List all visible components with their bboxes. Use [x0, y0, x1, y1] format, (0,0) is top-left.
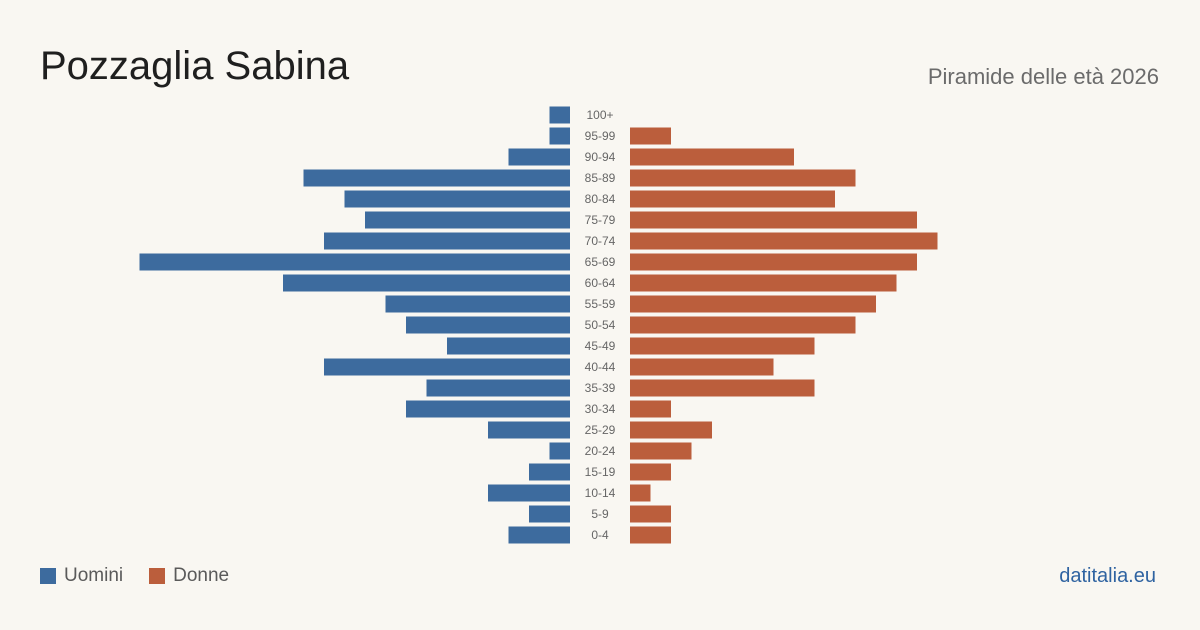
bar-men-10-14: [488, 484, 570, 502]
legend: Uomini Donne: [40, 565, 255, 587]
legend-item-women: Donne: [149, 565, 229, 587]
age-group-label: 15-19: [585, 465, 616, 479]
bar-men-85-89: [303, 169, 570, 187]
bar-men-0-4: [508, 526, 570, 544]
bar-women-35-39: [630, 379, 815, 397]
source-link[interactable]: datitalia.eu: [1059, 565, 1156, 587]
bar-women-90-94: [630, 148, 794, 166]
age-group-label: 40-44: [585, 360, 616, 374]
bar-men-15-19: [529, 463, 570, 481]
bar-women-25-29: [630, 421, 712, 439]
bar-men-20-24: [549, 442, 570, 460]
chart-subtitle: Piramide delle età 2026: [927, 64, 1159, 89]
bar-women-60-64: [630, 274, 897, 292]
bar-women-0-4: [630, 526, 671, 544]
bar-men-55-59: [385, 295, 570, 313]
age-group-label: 80-84: [585, 192, 616, 206]
bar-men-30-34: [406, 400, 570, 418]
bar-women-50-54: [630, 316, 856, 334]
bar-women-55-59: [630, 295, 876, 313]
age-group-label: 45-49: [585, 339, 616, 353]
age-group-label: 90-94: [585, 150, 616, 164]
bar-men-65-69: [139, 253, 570, 271]
age-group-label: 95-99: [585, 129, 616, 143]
chart-title: Pozzaglia Sabina: [40, 44, 350, 88]
bar-men-5-9: [529, 505, 570, 523]
bar-women-30-34: [630, 400, 671, 418]
age-group-label: 60-64: [585, 276, 616, 290]
bar-men-35-39: [426, 379, 570, 397]
bar-women-95-99: [630, 127, 671, 145]
bar-men-100+: [549, 106, 570, 124]
bar-women-40-44: [630, 358, 774, 376]
bar-women-70-74: [630, 232, 938, 250]
age-group-label: 35-39: [585, 381, 616, 395]
bar-men-40-44: [324, 358, 570, 376]
bar-men-50-54: [406, 316, 570, 334]
bar-women-65-69: [630, 253, 917, 271]
age-group-label: 55-59: [585, 297, 616, 311]
bar-women-80-84: [630, 190, 835, 208]
bar-women-10-14: [630, 484, 651, 502]
legend-item-men: Uomini: [40, 565, 123, 587]
age-group-label: 5-9: [591, 507, 609, 521]
bar-women-85-89: [630, 169, 856, 187]
bar-men-70-74: [324, 232, 570, 250]
bar-women-45-49: [630, 337, 815, 355]
bar-men-95-99: [549, 127, 570, 145]
bar-men-25-29: [488, 421, 570, 439]
bar-women-15-19: [630, 463, 671, 481]
bar-women-75-79: [630, 211, 917, 229]
bar-men-90-94: [508, 148, 570, 166]
age-group-label: 25-29: [585, 423, 616, 437]
legend-label-men: Uomini: [64, 565, 124, 586]
bar-men-45-49: [447, 337, 570, 355]
age-group-label: 85-89: [585, 171, 616, 185]
age-group-label: 75-79: [585, 213, 616, 227]
legend-label-women: Donne: [173, 565, 230, 586]
bar-women-20-24: [630, 442, 692, 460]
age-group-label: 70-74: [585, 234, 616, 248]
age-group-label: 50-54: [585, 318, 616, 332]
age-group-label: 20-24: [585, 444, 616, 458]
age-group-label: 30-34: [585, 402, 616, 416]
bar-men-75-79: [365, 211, 570, 229]
age-group-label: 65-69: [585, 255, 616, 269]
legend-swatch-men: [40, 568, 56, 584]
age-group-label: 100+: [586, 108, 613, 122]
bar-men-80-84: [344, 190, 570, 208]
bar-men-60-64: [283, 274, 570, 292]
legend-swatch-women: [149, 568, 166, 584]
age-group-label: 10-14: [585, 486, 616, 500]
age-group-label: 0-4: [591, 528, 609, 542]
bar-women-5-9: [630, 505, 671, 523]
